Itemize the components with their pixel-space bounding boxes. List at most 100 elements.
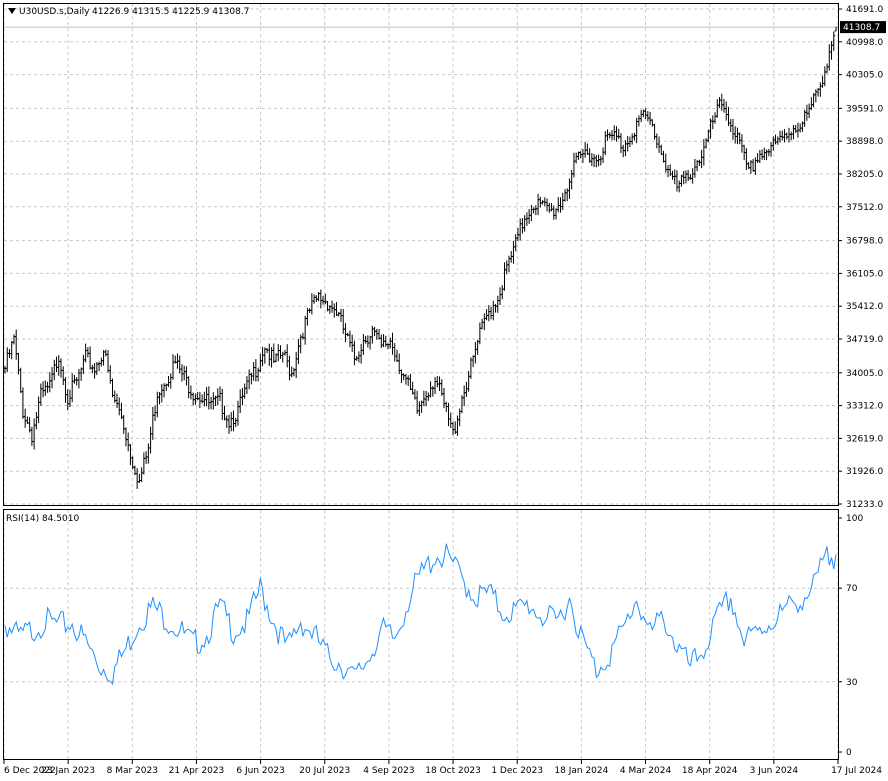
ohlc-bar (818, 82, 822, 97)
ohlc-bar (79, 367, 83, 381)
ohlc-bar (691, 168, 695, 184)
ohlc-bar (153, 405, 157, 422)
ohlc-bar (314, 295, 318, 302)
ohlc-bar (684, 170, 688, 184)
ohlc-bar (258, 354, 262, 373)
rsi-tick-label: 0 (846, 748, 852, 758)
ohlc-bar (431, 386, 435, 397)
ohlc-bar (30, 426, 34, 446)
ohlc-bar (673, 169, 677, 185)
rsi-title: RSI(14) 84.5010 (6, 514, 79, 524)
ohlc-bar (585, 143, 589, 155)
ohlc-bar (39, 383, 43, 406)
ohlc-bar (117, 397, 121, 416)
ohlc-bar (240, 387, 244, 406)
ohlc-bar (502, 262, 506, 291)
ohlc-bar (639, 109, 643, 123)
ohlc-bar (653, 123, 657, 140)
ohlc-bar (505, 260, 509, 275)
ohlc-bar (570, 170, 574, 190)
ohlc-bar (52, 359, 56, 381)
ohlc-bar (834, 26, 838, 32)
ohlc-bar (753, 157, 757, 175)
ohlc-bar (321, 295, 325, 305)
rsi-panel: RSI(14) 84.5010 100 70 30 0 (3, 509, 863, 760)
ohlc-bar (827, 44, 831, 71)
ohlc-bar (359, 343, 363, 364)
ohlc-bar (451, 421, 455, 436)
ohlc-bar (543, 197, 547, 207)
ohlc-bar (738, 132, 742, 145)
symbol-title: U30USD.s,Daily (19, 7, 90, 17)
ohlc-bar (637, 115, 641, 127)
price-tick-label: 38205.0 (846, 170, 883, 180)
ohlc-bar (617, 128, 621, 140)
ohlc-bar (167, 375, 171, 387)
ohlc-bar (830, 41, 834, 60)
ohlc-bar (525, 212, 529, 226)
ohlc-bar (384, 335, 388, 347)
ohlc-bar (310, 293, 314, 315)
ohlc-bar (128, 444, 132, 466)
ohlc-bar (366, 335, 370, 348)
ohlc-bar (72, 374, 76, 384)
ohlc-bar (785, 132, 789, 140)
ohlc-bar (697, 159, 701, 167)
ohlc-bar (832, 31, 836, 51)
ohlc-bar (496, 295, 500, 313)
ohlc-bar (160, 384, 164, 403)
price-tick-label: 40998.0 (846, 38, 883, 48)
ohlc-bar (789, 131, 793, 141)
ohlc-bar (700, 149, 704, 169)
ohlc-bar (209, 396, 213, 410)
ohlc-bar (702, 139, 706, 166)
ohlc-bar (805, 104, 809, 121)
ohlc-bar (744, 148, 748, 170)
ohlc-bar (825, 63, 829, 74)
ohlc-bar (191, 392, 195, 406)
ohlc-bar (184, 366, 188, 386)
ohlc-bar (319, 289, 323, 309)
price-tick-label: 40305.0 (846, 71, 883, 81)
ohlc-bar (261, 346, 265, 367)
ohlc-bar (612, 125, 616, 141)
ohlc-bar (487, 305, 491, 322)
ohlc-bar (662, 150, 666, 163)
ohlc-bar (292, 367, 296, 377)
ohlc-bar (426, 392, 430, 401)
ohlc-bar (686, 170, 690, 181)
ohlc-bar (632, 132, 636, 141)
ohlc-bar (357, 351, 361, 363)
ohlc-bar (238, 389, 242, 414)
time-tick-label: 4 Sep 2023 (363, 766, 414, 776)
ohlc-bar (263, 347, 267, 364)
rsi-axis: 100 70 30 0 (838, 514, 863, 758)
ohlc-bar (740, 134, 744, 153)
ohlc-bar (361, 334, 365, 355)
ohlc-bar (146, 443, 150, 464)
ohlc-bar (301, 332, 305, 340)
ohlc-bar (375, 328, 379, 340)
ohlc-bar (597, 154, 601, 167)
ohlc-bar (34, 412, 38, 430)
ohlc-bar (536, 193, 540, 216)
ohlc-bar (189, 385, 193, 400)
ohlc-bar (711, 115, 715, 130)
collapse-triangle-icon[interactable] (8, 8, 16, 14)
ohlc-bar (229, 412, 233, 432)
ohlc-bar (590, 152, 594, 167)
ohlc-bar (50, 366, 54, 389)
ohlc-bar (249, 372, 253, 385)
ohlc-bar (122, 414, 126, 434)
ohlc-bar (330, 300, 334, 313)
rsi-tick-label: 100 (846, 514, 863, 524)
ohlc-bar (446, 402, 450, 427)
ohlc-bar (547, 202, 551, 213)
ohlc-bar (424, 390, 428, 407)
ohlc-bar (417, 401, 421, 416)
ohlc-bar (332, 303, 336, 318)
ohlc-bar (677, 180, 681, 193)
ohlc-bar (225, 415, 229, 428)
ohlc-bar (821, 75, 825, 88)
